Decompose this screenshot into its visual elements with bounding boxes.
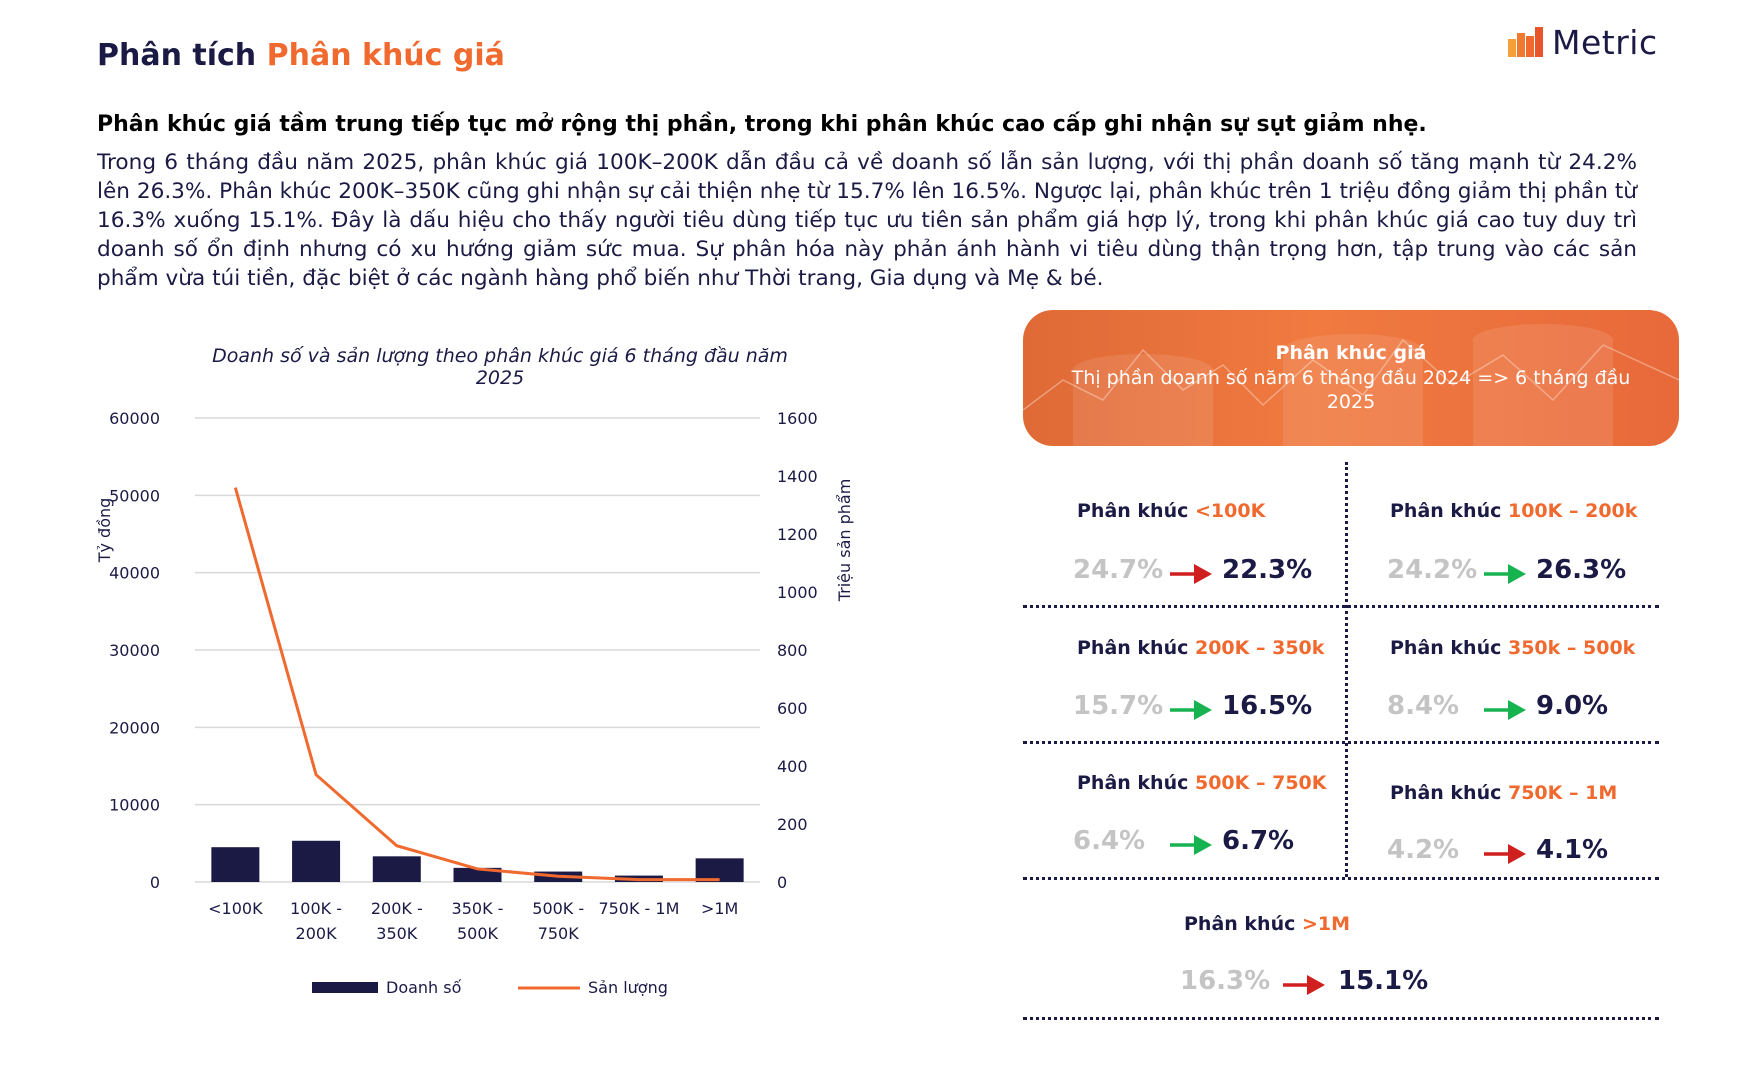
new-share-value: 26.3% <box>1536 555 1627 585</box>
arrow-up-trend-icon <box>1170 834 1212 860</box>
line-san-luong <box>233 487 720 882</box>
old-share-value: 4.2% <box>1387 835 1460 865</box>
y-right-tick-label: 1000 <box>777 583 818 602</box>
arrow-up-trend-icon <box>1484 563 1526 589</box>
segment-label: Phân khúc 200K – 350k <box>1077 637 1324 659</box>
y-left-tick-label: 40000 <box>109 564 160 583</box>
divider-horizontal <box>1023 877 1659 880</box>
divider-horizontal <box>1023 1017 1659 1020</box>
segment-range: 100K – 200k <box>1507 500 1638 522</box>
x-tick-label: 500K - <box>532 899 584 918</box>
segment-prefix: Phân khúc <box>1390 500 1508 522</box>
old-share-value: 24.7% <box>1073 555 1164 585</box>
segment-range: 500K – 750K <box>1194 772 1327 794</box>
metric-logo: Metric <box>1508 22 1658 62</box>
title-accent: Phân khúc giá <box>266 38 505 73</box>
bar-doanh-so <box>695 858 744 882</box>
arrow-up-trend-icon <box>1484 699 1526 725</box>
new-share-value: 6.7% <box>1222 826 1295 856</box>
arrow-down-trend-icon <box>1484 843 1526 869</box>
x-tick-label: 500K <box>457 924 499 943</box>
page-title: Phân tích Phân khúc giá <box>97 38 505 73</box>
new-share-value: 4.1% <box>1536 835 1609 865</box>
arrow-down-trend-icon <box>1283 974 1325 1000</box>
divider-horizontal <box>1023 605 1659 608</box>
y-right-tick-label: 1600 <box>777 409 818 428</box>
new-share-value: 16.5% <box>1222 691 1313 721</box>
new-share-value: 15.1% <box>1338 966 1429 996</box>
bar-doanh-so <box>372 856 421 882</box>
segment-prefix: Phân khúc <box>1077 637 1195 659</box>
y-left-tick-label: 0 <box>150 873 160 892</box>
segment-prefix: Phân khúc <box>1390 782 1508 804</box>
headline: Phân khúc giá tầm trung tiếp tục mở rộng… <box>97 112 1427 137</box>
x-tick-label: 100K - <box>290 899 342 918</box>
legend-swatch-doanh-so <box>312 982 378 993</box>
segment-range: 200K – 350k <box>1194 637 1325 659</box>
segment-range: 750K – 1M <box>1507 782 1618 804</box>
x-tick-label: <100K <box>208 899 263 918</box>
segment-range: <100K <box>1194 500 1266 522</box>
x-tick-label: 200K <box>296 924 338 943</box>
arrow-down-trend-icon <box>1170 563 1212 589</box>
x-tick-label: 350K - <box>452 899 504 918</box>
y-left-tick-label: 50000 <box>109 486 160 505</box>
divider-vertical <box>1345 462 1348 877</box>
divider-horizontal <box>1023 741 1659 744</box>
y-right-axis-label: Triệu sản phẩm <box>835 479 854 603</box>
y-right-tick-label: 400 <box>777 757 808 776</box>
segment-prefix: Phân khúc <box>1077 500 1195 522</box>
x-tick-label: 750K <box>538 924 580 943</box>
legend-label-doanh-so: Doanh số <box>386 978 462 997</box>
share-card-title: Phân khúc giá <box>1275 342 1427 364</box>
old-share-value: 8.4% <box>1387 691 1460 721</box>
old-share-value: 24.2% <box>1387 555 1478 585</box>
segment-prefix: Phân khúc <box>1184 913 1302 935</box>
old-share-value: 6.4% <box>1073 826 1146 856</box>
new-share-value: 22.3% <box>1222 555 1313 585</box>
segment-label: Phân khúc 350k – 500k <box>1390 637 1635 659</box>
segment-label: Phân khúc >1M <box>1184 913 1350 935</box>
y-right-tick-label: 800 <box>777 641 808 660</box>
old-share-value: 16.3% <box>1180 966 1271 996</box>
bar-doanh-so <box>211 847 260 882</box>
segment-range: 350k – 500k <box>1507 637 1636 659</box>
y-right-tick-label: 1400 <box>777 467 818 486</box>
segment-label: Phân khúc 750K – 1M <box>1390 782 1617 804</box>
y-left-tick-label: 20000 <box>109 718 160 737</box>
chart-title: Doanh số và sản lượng theo phân khúc giá… <box>212 345 788 389</box>
coins-background-decor <box>1023 324 1679 446</box>
legend-label-san-luong: Sản lượng <box>588 978 668 997</box>
segment-prefix: Phân khúc <box>1390 637 1508 659</box>
share-card-header: Phân khúc giá Thị phần doanh số năm 6 th… <box>1023 310 1679 446</box>
body-paragraph: Trong 6 tháng đầu năm 2025, phân khúc gi… <box>97 150 1637 291</box>
arrow-up-trend-icon <box>1170 699 1212 725</box>
combo-chart: 0 10000 20000 30000 40000 50000 60000 0 200 400 60… <box>95 409 854 997</box>
segment-label: Phân khúc 100K – 200k <box>1390 500 1637 522</box>
x-tick-label: 350K <box>376 924 418 943</box>
y-right-tick-label: 0 <box>777 873 787 892</box>
old-share-value: 15.7% <box>1073 691 1164 721</box>
bar-doanh-so <box>292 840 341 882</box>
share-card-subtitle: Thị phần doanh số năm 6 tháng đầu 2024 =… <box>1071 367 1631 413</box>
segment-prefix: Phân khúc <box>1077 772 1195 794</box>
y-left-tick-label: 10000 <box>109 796 160 815</box>
metric-logo-icon <box>1508 27 1543 57</box>
segment-range: >1M <box>1301 913 1351 935</box>
y-right-tick-label: 600 <box>777 699 808 718</box>
logo-text: Metric <box>1552 22 1658 62</box>
x-tick-label: 750K - 1M <box>598 899 679 918</box>
title-prefix: Phân tích <box>97 38 257 73</box>
y-left-axis-label: Tỷ đồng <box>95 498 114 564</box>
y-left-tick-label: 30000 <box>109 641 160 660</box>
segment-label: Phân khúc <100K <box>1077 500 1265 522</box>
y-right-tick-label: 200 <box>777 815 808 834</box>
new-share-value: 9.0% <box>1536 691 1609 721</box>
x-tick-label: 200K - <box>371 899 423 918</box>
segment-label: Phân khúc 500K – 750K <box>1077 772 1326 794</box>
y-right-tick-label: 1200 <box>777 525 818 544</box>
y-left-tick-label: 60000 <box>109 409 160 428</box>
x-tick-label: >1M <box>701 899 738 918</box>
